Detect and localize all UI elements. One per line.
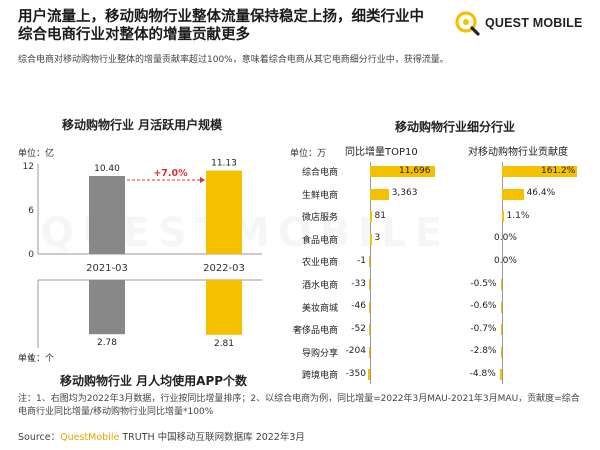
mau-bar-2022-03 — [206, 170, 242, 254]
contribution-bar — [500, 346, 502, 358]
increment-value-label: -33 — [351, 278, 366, 289]
contribution-zero-axis — [502, 162, 503, 384]
growth-label: +7.0% — [153, 168, 188, 179]
increment-zero-axis — [370, 162, 371, 384]
increment-value-label: -46 — [351, 301, 366, 312]
increment-bar — [368, 256, 370, 268]
increment-value-label: 3,363 — [391, 188, 418, 199]
contribution-value-label: 0.0% — [494, 233, 517, 244]
contribution-value-label: 46.4% — [526, 188, 556, 199]
increment-bar — [370, 211, 372, 223]
contribution-value-label: 161.2% — [541, 165, 576, 176]
segment-label: 酒水电商 — [301, 281, 338, 291]
increment-bar — [368, 279, 370, 290]
contribution-bar — [502, 211, 504, 223]
source-rest: TRUTH 中国移动互联网数据库 2022年3月 — [119, 432, 305, 443]
contribution-bar — [500, 324, 502, 336]
contribution-value-label: -0.6% — [470, 301, 497, 312]
contribution-value-label: -4.8% — [469, 368, 496, 379]
segment-label: 奢侈品电商 — [292, 326, 338, 337]
mau-ytick-bottom: 0 — [28, 250, 34, 260]
segment-label: 跨境电商 — [301, 371, 338, 382]
mau-value-label-2022-03: 11.13 — [211, 159, 237, 169]
footnote: 注：1、右图均为2022年3月数据，行业按同比增量排序；2、以综合电商为例，同比… — [18, 394, 580, 417]
category-label-2022-03: 2022-03 — [203, 263, 245, 274]
increment-bar — [370, 233, 372, 245]
contribution-value-label: -0.5% — [470, 278, 497, 289]
contribution-value-label: -2.8% — [470, 346, 497, 357]
segment-label: 农业电商 — [301, 258, 338, 269]
contribution-value-label: 1.1% — [506, 210, 530, 221]
segment-chart-title: 移动购物行业细分行业 — [395, 120, 516, 134]
source-brand: QuestMobile — [60, 432, 120, 443]
mau-ytick-top: 12 — [23, 162, 34, 172]
category-label-2021-03: 2021-03 — [86, 263, 128, 274]
mau-chart-unit: 单位：亿 — [18, 149, 55, 159]
increment-value-label: -204 — [345, 346, 366, 357]
mau-value-label-2021-03: 10.40 — [94, 164, 120, 174]
page-title: 用户流量上，移动购物行业整体流量保持稳定上扬，细类行业中 综合电商行业对整体的增… — [18, 8, 448, 44]
app-chart-title: 移动购物行业 月人均使用APP个数 — [60, 374, 248, 388]
mau-bar-2021-03 — [89, 176, 125, 254]
app-chart-unit: 单位：个 — [18, 354, 55, 364]
source-line: Source：QuestMobile TRUTH 中国移动互联网数据库 2022… — [18, 429, 305, 443]
column-header-contribution: 对移动购物行业贡献度 — [468, 147, 568, 158]
increment-bar — [368, 346, 370, 358]
increment-value-label: -350 — [345, 368, 366, 379]
app-bar-2021-03 — [89, 280, 125, 335]
increment-bar — [368, 324, 370, 336]
app-bar-2022-03 — [206, 280, 242, 335]
increment-value-label: -52 — [351, 323, 366, 334]
increment-value-label: 3 — [374, 233, 381, 244]
contribution-bar — [502, 166, 577, 177]
app-value-label-2022-03: 2.81 — [214, 339, 234, 349]
increment-value-label: -1 — [357, 255, 366, 266]
contribution-bar — [499, 369, 502, 381]
contribution-value-label: -0.7% — [470, 323, 497, 334]
brand-logo: QUEST MOBILE — [454, 10, 583, 36]
segment-chart-unit: 单位：万 — [290, 149, 327, 159]
increment-bar — [370, 166, 435, 177]
mau-chart-title: 移动购物行业 月活跃用户规模 — [62, 118, 223, 132]
source-prefix: Source： — [18, 432, 61, 443]
increment-bar — [368, 369, 370, 381]
contribution-value-label: 0.0% — [494, 255, 517, 266]
segment-label: 生鲜电商 — [301, 190, 338, 201]
segment-label: 美妆商城 — [301, 303, 338, 314]
segment-label: 导购分享 — [301, 348, 338, 359]
growth-arrow-head-icon — [200, 177, 205, 183]
increment-value-label: 81 — [374, 210, 386, 221]
increment-value-label: 11,696 — [399, 165, 431, 176]
contribution-bar — [500, 301, 502, 313]
segment-label: 食品电商 — [301, 235, 338, 246]
app-ytick-4: 4 — [28, 354, 34, 364]
page-subtitle: 综合电商对移动购物行业整体的增量贡献率超过100%，意味着综合电商从其它电商细分… — [18, 55, 449, 65]
increment-bar — [370, 188, 389, 200]
segment-label: 综合电商 — [301, 168, 338, 178]
app-value-label-2021-03: 2.78 — [97, 338, 117, 348]
contribution-bar — [502, 188, 524, 200]
brand-name: QUEST MOBILE — [485, 16, 583, 30]
mau-ytick-mid: 6 — [28, 206, 34, 216]
page-title-line2: 综合电商行业对整体的增量贡献更多 — [18, 27, 250, 43]
column-header-increment: 同比增量TOP10 — [345, 147, 418, 158]
questmobile-logo-icon — [455, 11, 480, 36]
increment-bar — [368, 301, 370, 313]
segment-label: 微店服务 — [301, 213, 338, 224]
page-title-line1: 用户流量上，移动购物行业整体流量保持稳定上扬，细类行业中 — [18, 9, 424, 25]
contribution-bar — [500, 279, 502, 290]
